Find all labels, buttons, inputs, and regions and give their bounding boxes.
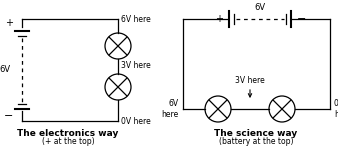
Text: 3V here: 3V here (121, 61, 151, 70)
Text: 6V: 6V (254, 3, 265, 13)
Text: 6V
here: 6V here (162, 99, 179, 119)
Text: (battery at the top): (battery at the top) (219, 136, 293, 146)
Text: +: + (5, 18, 13, 28)
Text: 3V here: 3V here (235, 76, 265, 85)
Text: 6V: 6V (0, 66, 10, 74)
Text: The science way: The science way (214, 129, 298, 139)
Text: +: + (216, 14, 223, 24)
Text: 0V
here: 0V here (334, 99, 338, 119)
Text: The electronics way: The electronics way (17, 129, 119, 139)
Text: (+ at the top): (+ at the top) (42, 136, 94, 146)
Text: −: − (296, 14, 306, 24)
Text: −: − (4, 111, 13, 121)
Text: 0V here: 0V here (121, 118, 151, 127)
Text: 6V here: 6V here (121, 15, 151, 24)
